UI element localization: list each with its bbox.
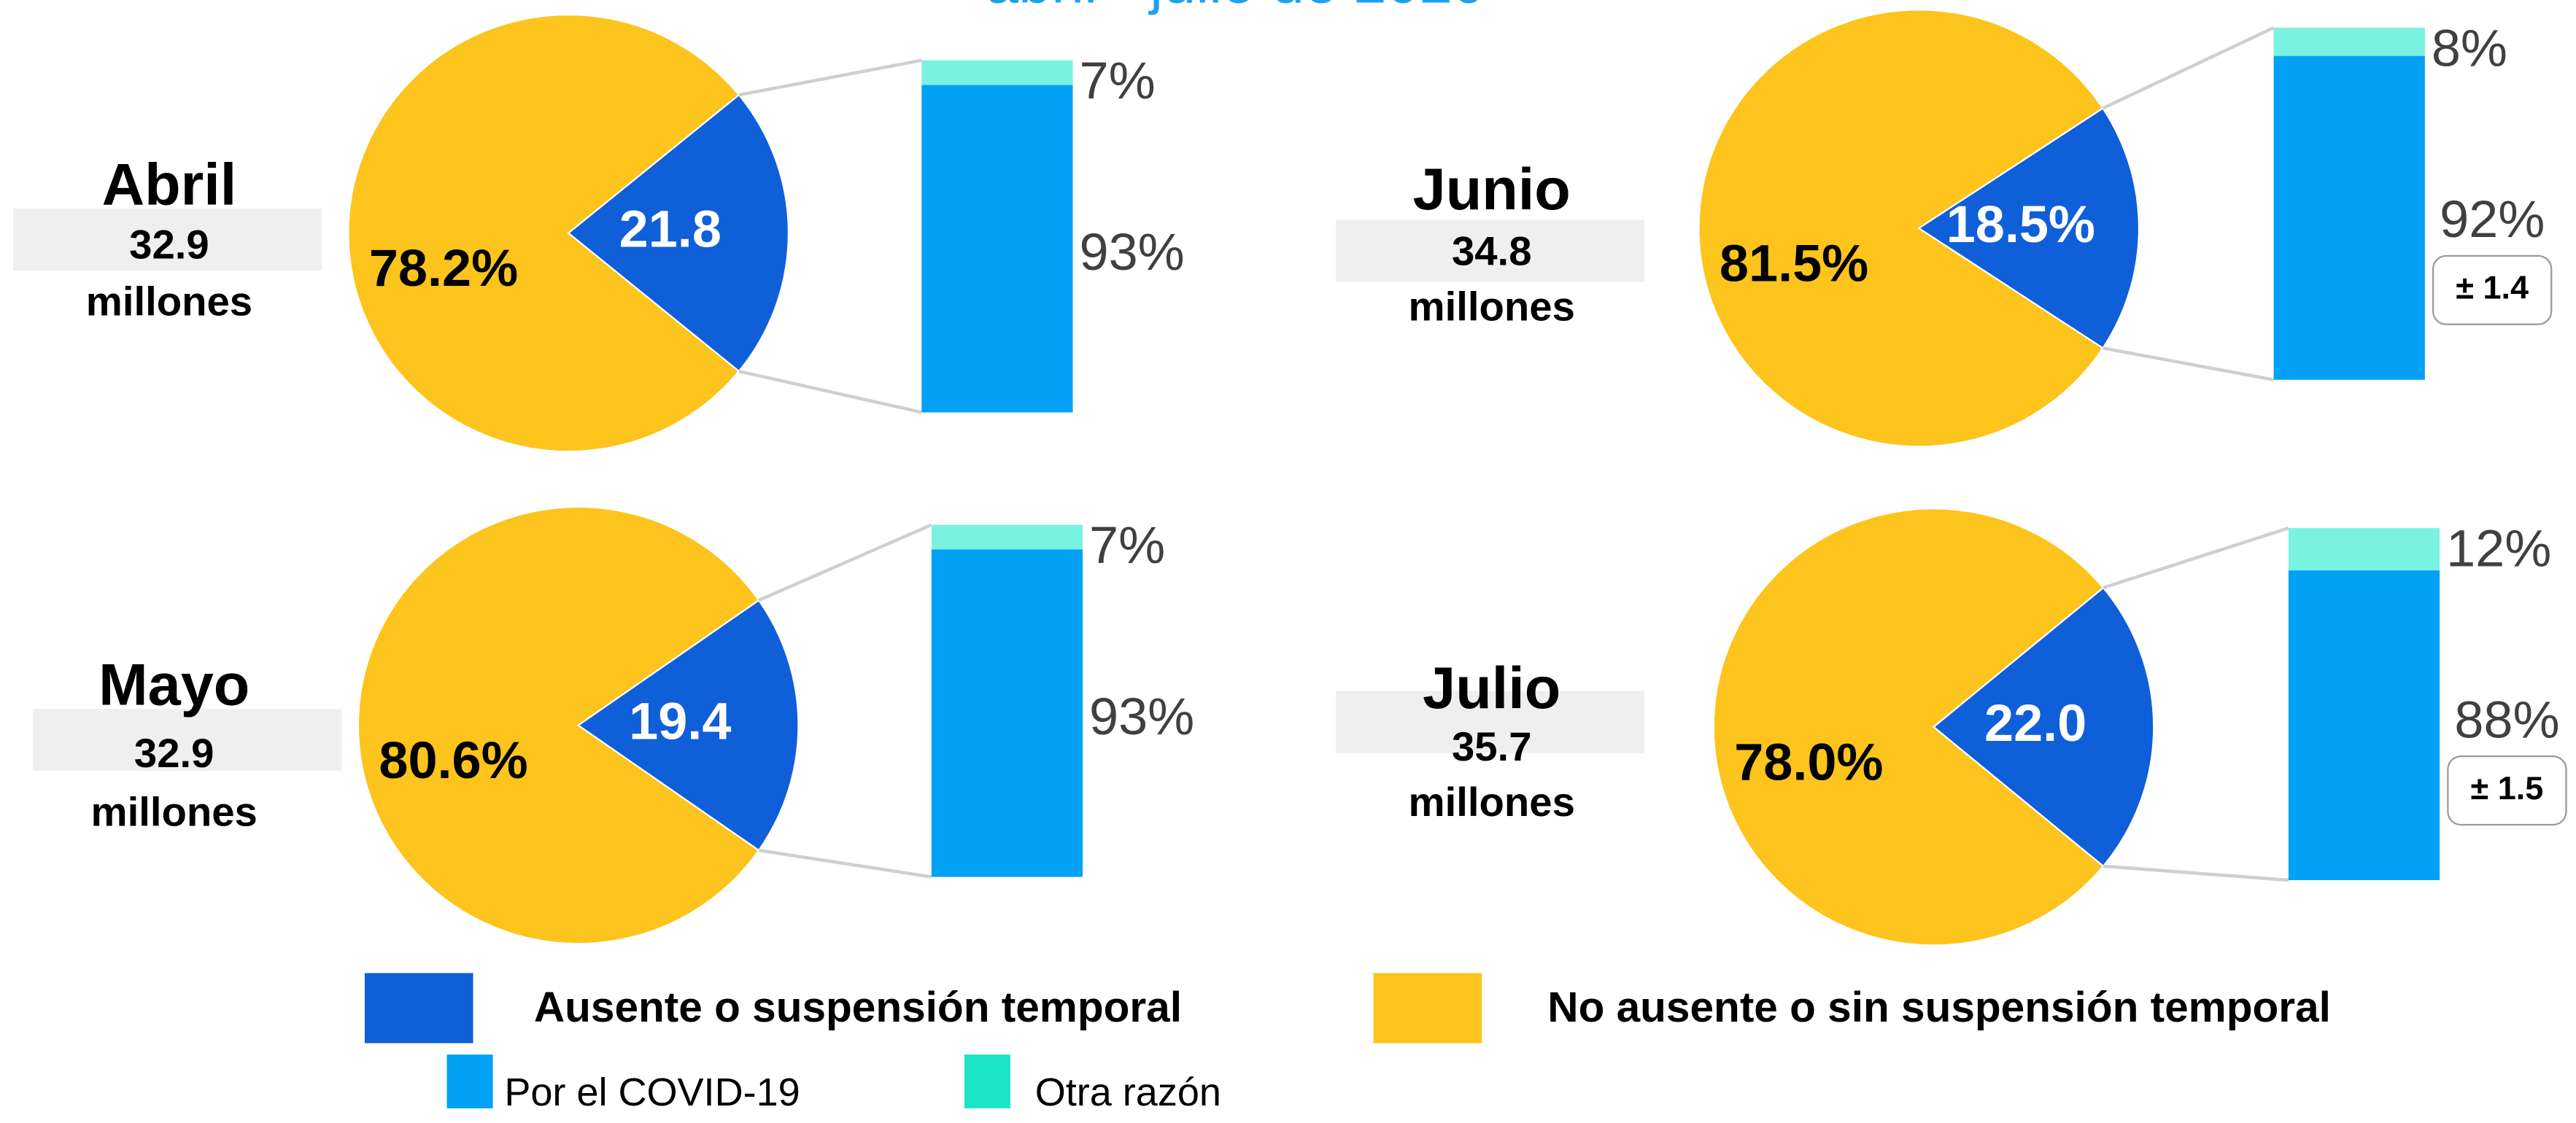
pie-slice: [576, 599, 800, 852]
legend-label: Por el COVID-19: [504, 1070, 800, 1114]
pie-slice: [1917, 106, 2140, 349]
total-unit: millones: [86, 279, 252, 325]
connector: [738, 58, 922, 97]
bar-segment: [2288, 570, 2440, 880]
pie-slice: [567, 93, 789, 373]
connector: [738, 369, 922, 414]
pie-slice: [357, 506, 760, 945]
legend-label: Ausente o suspensión temporal: [534, 984, 1182, 1031]
error-box: [2432, 254, 2553, 325]
legend-label: Otra razón: [1035, 1070, 1221, 1114]
chart-title: abril - julio de 2020: [986, 0, 1485, 15]
month-label: Mayo: [98, 653, 250, 718]
pie-slice: [1712, 508, 2105, 947]
slice-label: 78.0%: [1734, 734, 1883, 792]
bar-segment: [921, 60, 1073, 85]
total-box: [33, 709, 342, 772]
legend-swatch: [1373, 973, 1482, 1044]
total-unit: millones: [91, 789, 258, 835]
slice-label: 78.2%: [369, 239, 518, 298]
month-label: Junio: [1413, 157, 1571, 222]
bar-label: 93%: [1080, 223, 1185, 281]
month-label: Abril: [102, 152, 237, 218]
pie-slice: [1932, 586, 2155, 868]
bar-label: 92%: [2440, 190, 2545, 249]
bar-label: 8%: [2432, 20, 2507, 78]
total-box: [1335, 219, 1645, 282]
connector: [2103, 864, 2289, 882]
bar-segment: [931, 549, 1083, 877]
connector: [2103, 526, 2289, 590]
slice-label: 18.5%: [1946, 195, 2095, 254]
connector: [758, 523, 932, 602]
error-label: ± 1.4: [2456, 269, 2529, 306]
total-label: 32.9: [134, 730, 214, 776]
total-box: [1335, 691, 1645, 753]
slice-label: 19.4: [629, 693, 731, 751]
legend-swatch: [446, 1054, 493, 1108]
bar-segment: [2273, 55, 2425, 380]
legend-swatch: [364, 973, 473, 1044]
pie-slice: [1698, 9, 2105, 448]
bar-label: 12%: [2446, 520, 2551, 578]
slice-label: 81.5%: [1720, 235, 1868, 293]
connector: [2103, 346, 2275, 381]
pie-slice: [347, 14, 740, 453]
bar-segment: [2273, 27, 2425, 56]
bar-label: 93%: [1089, 688, 1194, 746]
total-box: [13, 209, 322, 271]
slice-label: 22.0: [1984, 694, 2086, 753]
error-box: [2447, 755, 2567, 826]
bar-segment: [2288, 528, 2440, 571]
error-label: ± 1.5: [2471, 769, 2544, 807]
legend-swatch: [964, 1054, 1010, 1108]
total-unit: millones: [1409, 284, 1575, 330]
total-label: 32.9: [129, 222, 209, 268]
total-label: 35.7: [1452, 723, 1532, 769]
legend-label: No ausente o sin suspensión temporal: [1547, 984, 2331, 1031]
slice-label: 80.6%: [379, 731, 527, 790]
month-label: Julio: [1423, 656, 1560, 721]
bar-label: 7%: [1080, 52, 1156, 110]
total-unit: millones: [1409, 779, 1575, 825]
bar-segment: [931, 524, 1083, 550]
bar-label: 88%: [2454, 691, 2559, 750]
connector: [2102, 26, 2275, 110]
bar-label: 7%: [1089, 516, 1165, 575]
connector: [758, 848, 932, 879]
bar-segment: [921, 85, 1073, 413]
slice-label: 21.8: [619, 201, 722, 259]
total-label: 34.8: [1452, 228, 1532, 274]
